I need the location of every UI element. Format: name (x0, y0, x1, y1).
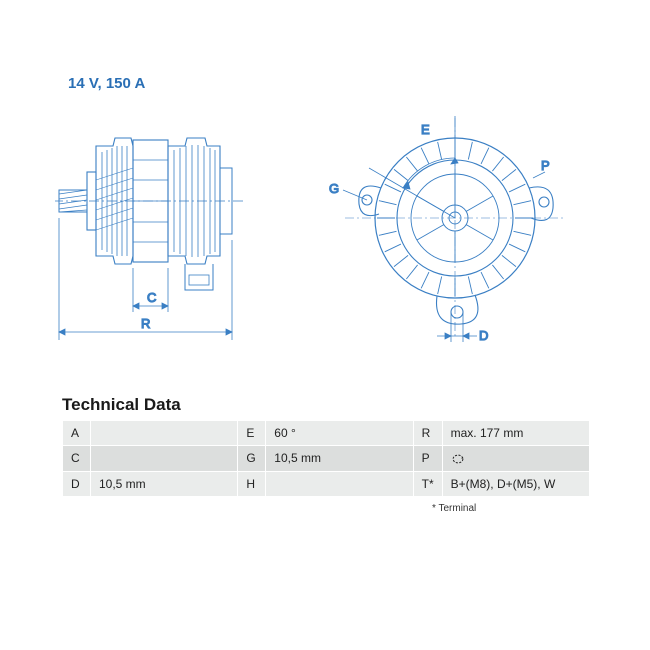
header-spec: 14 V, 150 A (68, 75, 145, 92)
table-key: R (413, 421, 442, 446)
table-key: C (63, 446, 91, 472)
table-row: A E60 °Rmax. 177 mm (63, 421, 590, 446)
table-value (90, 421, 237, 446)
table-key: T* (413, 471, 442, 496)
table-value: 10,5 mm (266, 446, 413, 472)
dim-label-e: E (421, 122, 430, 137)
diagram-svg: C R (55, 110, 595, 370)
section-title: Technical Data (62, 395, 181, 415)
side-view: C R (55, 138, 243, 340)
table-key: E (238, 421, 266, 446)
dim-label-g: G (329, 181, 339, 196)
table-value: 60 ° (266, 421, 413, 446)
table-key: G (238, 446, 266, 472)
table-row: D10,5 mmH T*B+(M8), D+(M5), W (63, 471, 590, 496)
table-value (90, 446, 237, 472)
dim-label-r: R (141, 316, 150, 331)
dim-label-p: P (541, 158, 550, 173)
table-key: P (413, 446, 442, 472)
table-key: A (63, 421, 91, 446)
footnote-terminal: * Terminal (432, 503, 476, 514)
table-value (266, 471, 413, 496)
table-value: B+(M8), D+(M5), W (442, 471, 589, 496)
table-value: 10,5 mm (90, 471, 237, 496)
dim-label-c: C (147, 290, 156, 305)
table-key: D (63, 471, 91, 496)
front-view: E G P D (329, 116, 565, 343)
table-value (442, 446, 589, 472)
table-row: C G10,5 mmP (63, 446, 590, 472)
dim-label-d: D (479, 328, 488, 343)
technical-diagram: C R (55, 110, 595, 370)
table-key: H (238, 471, 266, 496)
technical-data-table: AE60 °Rmax. 177 mmCG10,5 mmPD10,5 mmHT*B… (62, 420, 590, 497)
table-value: max. 177 mm (442, 421, 589, 446)
